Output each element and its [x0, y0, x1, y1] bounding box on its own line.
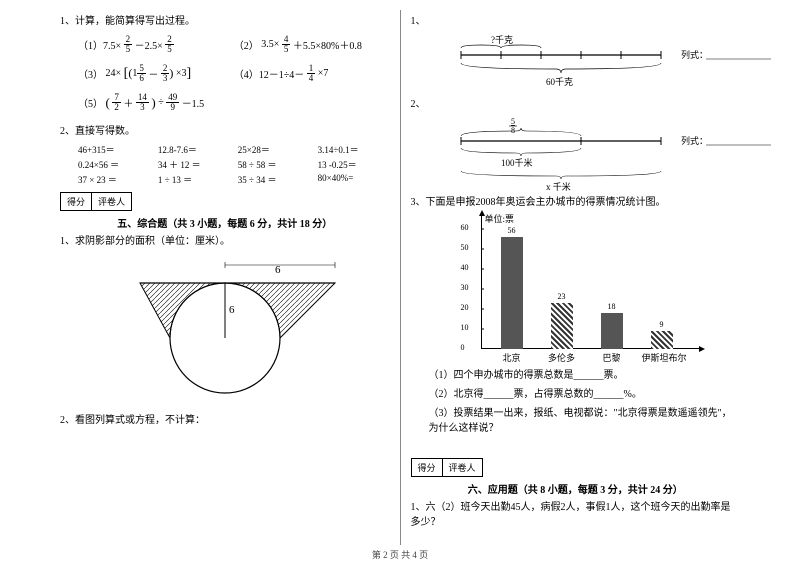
r-q1-num: 1、 [411, 14, 741, 29]
q4-title: 2、看图列算式或方程，不计算： [60, 413, 390, 428]
sub2: （2）北京得______票，占得票总数的______%。 [411, 387, 741, 402]
section6-title: 六、应用题（共 8 小题，每题 3 分，共计 24 分） [411, 481, 741, 496]
left-column: 1、计算，能简算得写出过程。 （1）7.5× 25 －2.5× 25 （2） 3… [50, 10, 401, 545]
eq5: （5） ( 72 ＋ 143 ) ÷ 499 －1.5 [60, 93, 390, 112]
score-box-2: 得分评卷人 [411, 458, 483, 477]
score-box-1: 得分评卷人 [60, 192, 132, 211]
svg-text:8: 8 [511, 126, 515, 135]
brace-diagram-2: 5 8 100千米 x 千米 列式： [451, 116, 741, 191]
svg-text:100千米: 100千米 [501, 157, 533, 168]
svg-text:x 千米: x 千米 [546, 181, 571, 192]
sub1: （1）四个申办城市的得票总数是______票。 [411, 368, 741, 383]
q2-title: 2、直接写得数。 [60, 124, 390, 139]
eq3: （3） 24× [(156 － 23) ×3] [78, 64, 234, 83]
right-column: 1、 ?千克 60千克 列式： 2、 5 [401, 10, 751, 545]
svg-text:60千克: 60千克 [546, 77, 573, 87]
dim-top-label: 6 [275, 264, 281, 276]
svg-text:列式：: 列式： [681, 49, 708, 60]
r-q4: 1、六（2）班今天出勤45人，病假2人，事假1人，这个班今天的出勤率是多少？ [411, 500, 741, 530]
svg-text:列式：: 列式： [681, 135, 708, 146]
svg-text:?千克: ?千克 [491, 35, 513, 45]
r-q2-num: 2、 [411, 97, 741, 112]
calc-grid: 46+315＝12.8-7.6＝25×28＝3.14÷0.1＝ 0.24×56 … [60, 143, 390, 186]
r-q3-title: 3、下面是申报2008年奥运会主办城市的得票情况统计图。 [411, 195, 741, 210]
circle-diagram: 6 6 [95, 253, 355, 393]
q1-title: 1、计算，能简算得写出过程。 [60, 14, 390, 29]
eq4: （4）12－1÷4－ 14 ×7 [234, 64, 390, 83]
svg-text:5: 5 [511, 117, 515, 126]
eq1: （1）7.5× 25 －2.5× 25 [78, 35, 234, 54]
section5-title: 五、综合题（共 3 小题，每题 6 分，共计 18 分） [60, 215, 390, 230]
q3-title: 1、求阴影部分的面积（单位：厘米）。 [60, 234, 390, 249]
sub3: （3）投票结果一出来，报纸、电视都说："北京得票是数遥遥领先"，为什么这样说？ [411, 406, 741, 436]
page-footer: 第 2 页 共 4 页 [0, 548, 800, 561]
bar-chart: 单位:票 0 10 20 30 40 50 60 56 北京 23 多伦多 [451, 214, 701, 364]
dim-radius-label: 6 [229, 304, 235, 316]
brace-diagram-1: ?千克 60千克 列式： [451, 33, 741, 93]
eq2: （2） 3.5× 45 ＋5.5×80%＋0.8 [234, 35, 390, 54]
